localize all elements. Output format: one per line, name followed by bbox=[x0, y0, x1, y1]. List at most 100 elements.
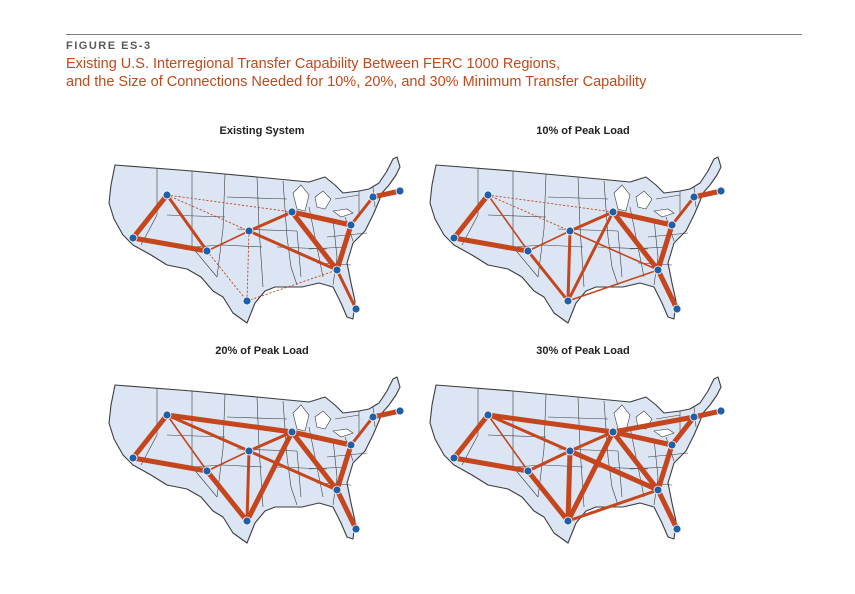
transfer-link-spp-n-se bbox=[247, 449, 339, 492]
transfer-link-nw-ca bbox=[130, 412, 170, 461]
transfer-link-spp-n-miso bbox=[247, 210, 294, 233]
region-node-spp-n bbox=[565, 446, 575, 456]
region-node-fl bbox=[351, 304, 361, 314]
region-node-ca bbox=[128, 233, 138, 243]
transfer-link-miso-se bbox=[289, 429, 340, 493]
transfer-link-miso-pjm bbox=[289, 429, 354, 448]
region-border bbox=[282, 180, 298, 286]
transfer-link-spp-n-miso bbox=[568, 430, 615, 453]
region-node-pjm bbox=[667, 220, 677, 230]
transfer-link-ercot-se bbox=[246, 269, 338, 302]
panel-title: 20% of Peak Load bbox=[215, 345, 309, 357]
transfer-link-ny-iso-ne bbox=[370, 408, 403, 420]
transfer-link-miso-ny bbox=[610, 414, 697, 435]
transfer-link-nw-spp-n bbox=[165, 413, 251, 453]
transfer-link-nw-miso bbox=[164, 412, 295, 435]
transfer-link-nw-ca bbox=[130, 192, 170, 241]
transfer-link-ca-sw bbox=[451, 235, 531, 254]
transfer-link-miso-pjm bbox=[289, 209, 354, 228]
region-border bbox=[140, 388, 158, 466]
transfer-link-nw-miso bbox=[487, 194, 614, 213]
figure-label: FIGURE ES-3 bbox=[66, 40, 152, 52]
region-border bbox=[653, 438, 659, 506]
region-node-ny bbox=[368, 412, 378, 422]
transfer-link-sw-spp-n bbox=[526, 449, 572, 473]
region-node-sw bbox=[523, 466, 533, 476]
transfer-link-ercot-se bbox=[566, 488, 660, 523]
us-map bbox=[108, 156, 405, 324]
transfer-link-pjm-se bbox=[334, 222, 354, 273]
transfer-link-ca-sw bbox=[451, 455, 531, 474]
transfer-link-miso-se bbox=[289, 209, 340, 273]
region-node-se bbox=[653, 265, 663, 275]
region-node-sw bbox=[202, 466, 212, 476]
transfer-link-pjm-ny bbox=[349, 415, 375, 447]
transfer-link-se-fl bbox=[335, 268, 358, 311]
transfer-link-spp-n-ercot bbox=[245, 449, 251, 523]
transfer-link-ercot-miso bbox=[244, 429, 295, 524]
figure-title: Existing U.S. Interregional Transfer Cap… bbox=[66, 55, 806, 91]
transfer-link-spp-n-ercot bbox=[246, 230, 250, 302]
transfer-link-ercot-miso bbox=[565, 429, 616, 524]
map-panel-20pct: 20% of Peak Load bbox=[97, 345, 427, 555]
region-node-fl bbox=[351, 524, 361, 534]
region-border bbox=[334, 414, 360, 420]
region-node-se bbox=[332, 485, 342, 495]
panel-title: 10% of Peak Load bbox=[536, 125, 630, 137]
transfer-link-nw-miso bbox=[166, 194, 293, 213]
transfer-link-sw-spp-n bbox=[527, 230, 571, 252]
region-node-ercot bbox=[242, 516, 252, 526]
transfer-link-pjm-ny bbox=[349, 195, 375, 227]
region-border bbox=[226, 416, 288, 420]
region-node-ny bbox=[689, 192, 699, 202]
transfer-link-nw-sw bbox=[166, 414, 208, 472]
transfer-link-pjm-se bbox=[655, 222, 675, 273]
us-map bbox=[108, 376, 405, 544]
region-node-pjm bbox=[346, 440, 356, 450]
transfer-link-se-fl bbox=[655, 487, 680, 532]
transfer-link-miso-pjm bbox=[610, 209, 675, 228]
region-node-sw bbox=[202, 246, 212, 256]
transfer-link-nw-ca bbox=[451, 192, 491, 241]
region-border bbox=[140, 168, 158, 246]
region-node-nw bbox=[162, 190, 172, 200]
region-border bbox=[537, 393, 547, 498]
figure-title-line-1: Existing U.S. Interregional Transfer Cap… bbox=[66, 56, 561, 72]
transfer-link-nw-sw bbox=[487, 194, 529, 252]
transfer-link-nw-sw bbox=[487, 414, 529, 472]
region-node-miso bbox=[608, 427, 618, 437]
region-border bbox=[655, 414, 681, 420]
region-node-iso-ne bbox=[395, 186, 405, 196]
transfer-link-nw-miso bbox=[485, 412, 616, 435]
region-node-se bbox=[653, 485, 663, 495]
region-node-se bbox=[332, 265, 342, 275]
region-node-iso-ne bbox=[395, 406, 405, 416]
region-node-iso-ne bbox=[716, 406, 726, 416]
region-node-ny bbox=[689, 412, 699, 422]
region-border bbox=[226, 196, 288, 200]
figure-title-line-2: and the Size of Connections Needed for 1… bbox=[66, 74, 647, 90]
region-node-spp-n bbox=[565, 226, 575, 236]
region-border bbox=[547, 416, 609, 420]
transfer-link-ercot-miso bbox=[566, 210, 615, 303]
panel-title: 30% of Peak Load bbox=[536, 345, 630, 357]
region-node-ca bbox=[449, 453, 459, 463]
us-map bbox=[429, 376, 726, 544]
region-node-nw bbox=[483, 190, 493, 200]
region-node-pjm bbox=[667, 440, 677, 450]
region-node-miso bbox=[608, 207, 618, 217]
transfer-link-spp-n-miso bbox=[247, 430, 294, 453]
region-node-nw bbox=[162, 410, 172, 420]
region-border bbox=[332, 438, 338, 506]
transfer-link-se-fl bbox=[334, 487, 359, 532]
transfer-link-se-fl bbox=[655, 267, 680, 312]
panel-title: Existing System bbox=[219, 125, 305, 137]
transfer-link-nw-spp-n bbox=[487, 194, 571, 232]
transfer-link-sw-ercot bbox=[526, 249, 570, 303]
region-node-fl bbox=[672, 304, 682, 314]
transfer-link-sw-spp-n bbox=[206, 450, 250, 472]
transfer-link-miso-pjm bbox=[610, 429, 675, 448]
map-panel-30pct: 30% of Peak Load bbox=[418, 345, 748, 555]
transfer-link-sw-ercot bbox=[204, 468, 250, 524]
transfer-link-nw-spp-n bbox=[486, 413, 572, 453]
